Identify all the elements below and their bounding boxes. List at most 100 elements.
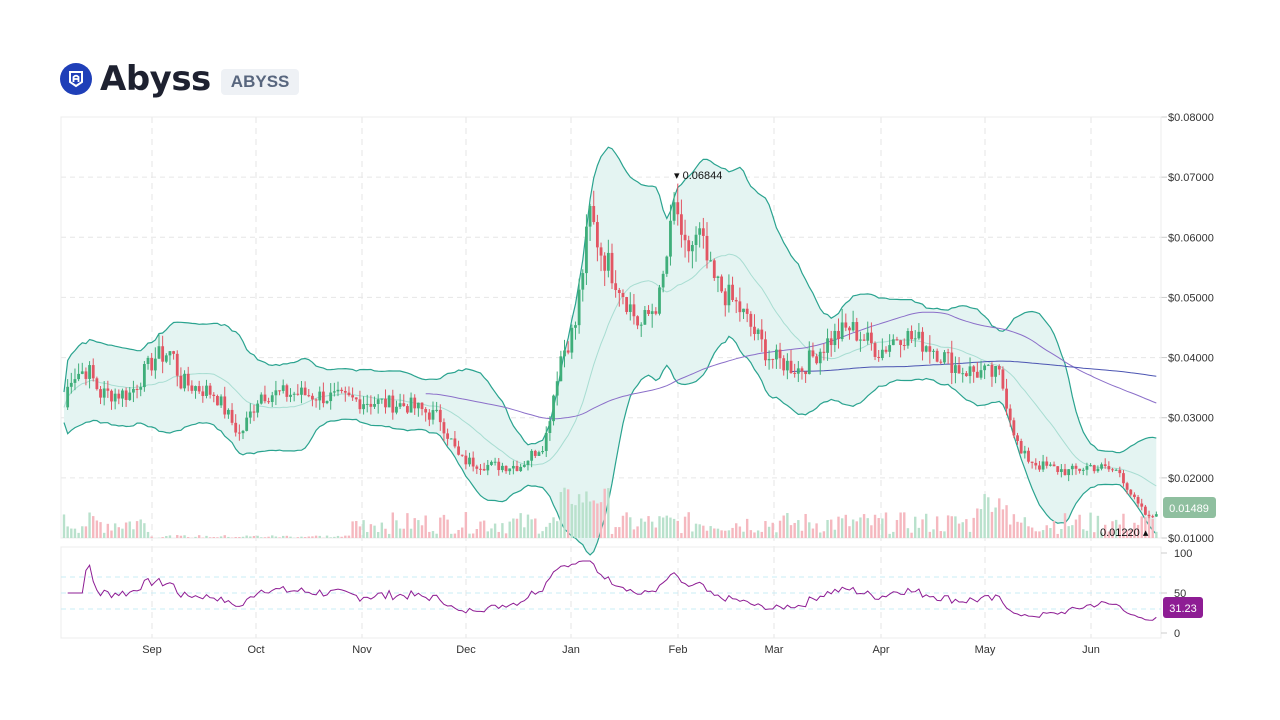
candle — [785, 353, 789, 380]
candle — [347, 386, 351, 397]
volume-bar — [943, 531, 946, 538]
volume-bar — [603, 488, 606, 538]
candle — [829, 330, 833, 357]
candle — [501, 462, 504, 473]
ticker-badge: ABYSS — [220, 69, 300, 95]
volume-bar — [318, 535, 321, 538]
volume-bar — [344, 535, 347, 538]
candle — [990, 362, 994, 387]
volume-bar — [512, 518, 515, 538]
volume-bar — [968, 531, 972, 538]
volume-bar — [698, 524, 701, 538]
volume-bar — [1027, 526, 1030, 538]
candle — [643, 305, 647, 325]
volume-bar — [1074, 519, 1078, 538]
candle — [285, 383, 289, 402]
candle — [486, 459, 490, 476]
candle — [1081, 467, 1085, 476]
candle — [793, 363, 797, 378]
volume-bar — [563, 487, 566, 538]
candle — [581, 269, 585, 302]
candle — [606, 239, 610, 278]
candle — [669, 204, 672, 266]
candle — [899, 339, 903, 358]
volume-bar — [870, 525, 873, 538]
volume-bar — [877, 518, 880, 538]
volume-bar — [453, 533, 457, 538]
ma-100-line — [425, 311, 1157, 420]
candle — [128, 387, 132, 401]
volume-bar — [263, 537, 267, 538]
volume-bar — [556, 521, 559, 538]
volume-bar — [333, 536, 336, 538]
volume-bar — [724, 530, 727, 538]
volume-bar — [676, 520, 679, 538]
candle — [73, 368, 77, 391]
candle — [1038, 460, 1041, 472]
volume-bar — [351, 521, 354, 538]
volume-bar — [935, 516, 939, 538]
volume-bar — [121, 528, 124, 538]
candle — [844, 313, 848, 332]
candle — [888, 334, 892, 358]
volume-bar — [1114, 519, 1118, 538]
volume-bar — [552, 517, 555, 538]
volume-bar — [168, 535, 172, 538]
volume-bar — [811, 528, 815, 538]
candle — [351, 387, 355, 401]
price-axis-label: $0.03000 — [1168, 413, 1214, 425]
candle — [555, 371, 559, 406]
volume-bar — [789, 525, 793, 538]
candle — [979, 360, 983, 380]
volume-bar — [523, 527, 526, 538]
volume-bar — [1140, 516, 1143, 538]
candle — [866, 321, 870, 345]
candle — [117, 389, 121, 405]
volume-bar — [249, 536, 252, 538]
candle — [142, 361, 146, 392]
volume-bar — [1001, 509, 1005, 538]
candle — [742, 308, 745, 319]
candle — [946, 348, 950, 365]
candle — [1125, 481, 1129, 495]
volume-bar — [132, 529, 135, 538]
candle — [972, 365, 976, 383]
candle — [365, 394, 369, 413]
volume-bar — [439, 517, 442, 538]
rsi-axis-label: 0 — [1174, 628, 1180, 640]
candle — [479, 464, 482, 475]
last-price-badge — [1163, 497, 1216, 518]
volume-bar — [727, 530, 731, 538]
candle — [822, 343, 826, 361]
candle — [873, 341, 877, 361]
candle — [391, 389, 395, 420]
candle — [851, 310, 855, 332]
candle — [504, 465, 508, 474]
candle — [292, 391, 296, 402]
candle — [859, 331, 862, 352]
volume-bar — [110, 530, 113, 538]
candle — [409, 392, 413, 413]
candle — [566, 341, 570, 355]
volume-bar — [1034, 531, 1037, 538]
volume-bar — [106, 523, 110, 538]
candle — [219, 394, 223, 408]
volume-bar — [939, 531, 942, 538]
candle — [278, 390, 281, 396]
candle — [968, 357, 972, 384]
candle — [950, 340, 954, 385]
candle — [424, 407, 428, 422]
coin-name: Abyss — [100, 59, 211, 99]
candle — [307, 388, 311, 398]
candle — [281, 379, 285, 394]
volume-bar — [289, 536, 292, 538]
volume-bar — [545, 526, 548, 538]
volume-bar — [1071, 525, 1074, 538]
candle — [1023, 445, 1027, 459]
candle — [256, 400, 260, 418]
volume-bar — [384, 528, 387, 538]
candle — [690, 241, 694, 269]
volume-bar — [219, 536, 223, 538]
candle — [654, 307, 658, 316]
